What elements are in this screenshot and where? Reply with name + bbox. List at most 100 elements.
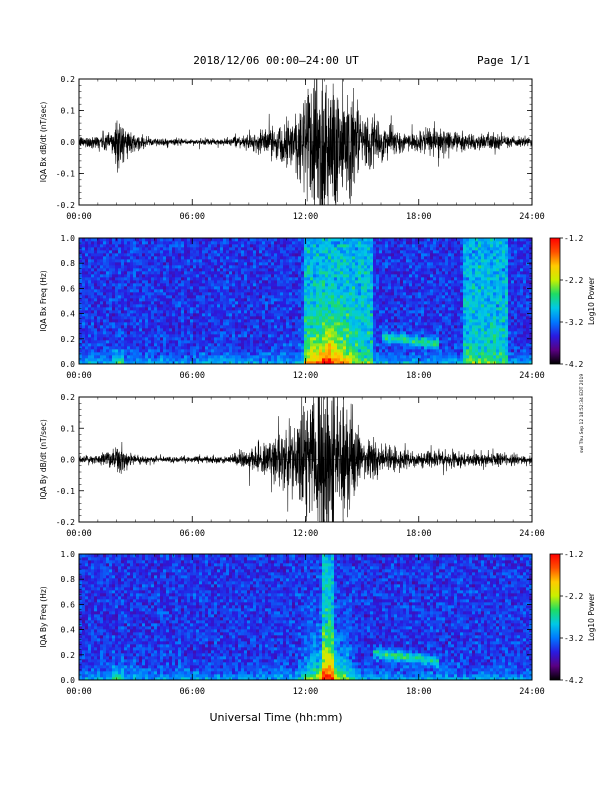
spectrogram-cell <box>226 346 230 350</box>
spectrogram-cell <box>166 301 170 305</box>
spectrogram-cell <box>232 307 236 311</box>
spectrogram-cell <box>298 349 302 353</box>
spectrogram-cell <box>322 325 326 329</box>
spectrogram-cell <box>304 343 308 347</box>
spectrogram-cell <box>322 301 326 305</box>
spectrogram-cell <box>409 316 413 320</box>
spectrogram-cell <box>136 250 140 254</box>
spectrogram-cell <box>292 307 296 311</box>
spectrogram-cell <box>226 352 230 356</box>
spectrogram-cell <box>157 307 161 311</box>
spectrogram-cell <box>217 256 221 260</box>
spectrogram-cell <box>355 247 359 251</box>
spectrogram-cell <box>334 328 338 332</box>
spectrogram-cell <box>268 316 272 320</box>
spectrogram-cell <box>136 244 140 248</box>
spectrogram-cell <box>325 271 329 275</box>
spectrogram-cell <box>310 292 314 296</box>
spectrogram-cell <box>82 310 86 314</box>
spectrogram-cell <box>388 310 392 314</box>
spectrogram-cell <box>217 340 221 344</box>
spectrogram-cell <box>334 256 338 260</box>
spectrogram-cell <box>325 316 329 320</box>
spectrogram-cell <box>394 265 398 269</box>
spectrogram-cell <box>79 313 83 317</box>
spectrogram-cell <box>409 265 413 269</box>
spectrogram-cell <box>181 343 185 347</box>
spectrogram-cell <box>169 268 173 272</box>
spectrogram-cell <box>379 349 383 353</box>
spectrogram-cell <box>160 247 164 251</box>
spectrogram-cell <box>352 358 356 362</box>
spectrogram-cell <box>373 304 377 308</box>
spectrogram-cell <box>277 325 281 329</box>
spectrogram-cell <box>130 292 134 296</box>
spectrogram-cell <box>403 295 407 299</box>
spectrogram-cell <box>103 277 107 281</box>
spectrogram-cell <box>364 238 368 242</box>
spectrogram-cell <box>109 262 113 266</box>
spectrogram-cell <box>223 262 227 266</box>
spectrogram-cell <box>94 298 98 302</box>
spectrogram-cell <box>115 310 119 314</box>
spectrogram-cell <box>289 292 293 296</box>
spectrogram-cell <box>202 295 206 299</box>
spectrogram-cell <box>85 343 89 347</box>
spectrogram-cell <box>253 259 257 263</box>
spectrogram-cell <box>397 292 401 296</box>
spectrogram-cell <box>325 319 329 323</box>
spectrogram-cell <box>91 331 95 335</box>
spectrogram-cell <box>250 361 254 364</box>
spectrogram-cell <box>331 355 335 359</box>
spectrogram-cell <box>283 307 287 311</box>
spectrogram-cell <box>151 280 155 284</box>
spectrogram-cell <box>391 244 395 248</box>
spectrogram-cell <box>355 259 359 263</box>
spectrogram-cell <box>310 277 314 281</box>
spectrogram-cell <box>349 322 353 326</box>
spectrogram-cell <box>136 319 140 323</box>
spectrogram-cell <box>352 265 356 269</box>
spectrogram-cell <box>415 316 419 320</box>
spectrogram-cell <box>187 247 191 251</box>
spectrogram-cell <box>367 241 371 245</box>
spectrogram-cell <box>112 352 116 356</box>
spectrogram-cell <box>289 283 293 287</box>
spectrogram-cell <box>325 343 329 347</box>
spectrogram-cell <box>289 289 293 293</box>
spectrogram-cell <box>178 352 182 356</box>
spectrogram-cell <box>373 253 377 257</box>
spectrogram-cell <box>94 259 98 263</box>
spectrogram-cell <box>205 274 209 278</box>
spectrogram-cell <box>142 286 146 290</box>
spectrogram-cell <box>421 253 425 257</box>
spectrogram-cell <box>361 313 365 317</box>
spectrogram-cell <box>364 301 368 305</box>
spectrogram-cell <box>181 280 185 284</box>
spectrogram-cell <box>367 352 371 356</box>
spectrogram-cell <box>106 355 110 359</box>
spectrogram-cell <box>424 286 428 290</box>
spectrogram-cell <box>424 283 428 287</box>
spectrogram-cell <box>253 349 257 353</box>
spectrogram-cell <box>124 283 128 287</box>
spectrogram-cell <box>325 250 329 254</box>
spectrogram-cell <box>265 298 269 302</box>
spectrogram-cell <box>118 262 122 266</box>
spectrogram-cell <box>343 247 347 251</box>
spectrogram-cell <box>364 343 368 347</box>
spectrogram-cell <box>370 361 374 364</box>
spectrogram-cell <box>388 277 392 281</box>
spectrogram-cell <box>223 280 227 284</box>
spectrogram-cell <box>322 340 326 344</box>
x-tick-label: 12:00 <box>293 212 319 222</box>
spectrogram-cell <box>172 304 176 308</box>
spectrogram-cell <box>124 301 128 305</box>
spectrogram-cell <box>202 298 206 302</box>
spectrogram-cell <box>172 253 176 257</box>
spectrogram-cell <box>379 298 383 302</box>
spectrogram-cell <box>79 310 83 314</box>
spectrogram-cell <box>379 289 383 293</box>
spectrogram-cell <box>217 271 221 275</box>
spectrogram-cell <box>229 241 233 245</box>
